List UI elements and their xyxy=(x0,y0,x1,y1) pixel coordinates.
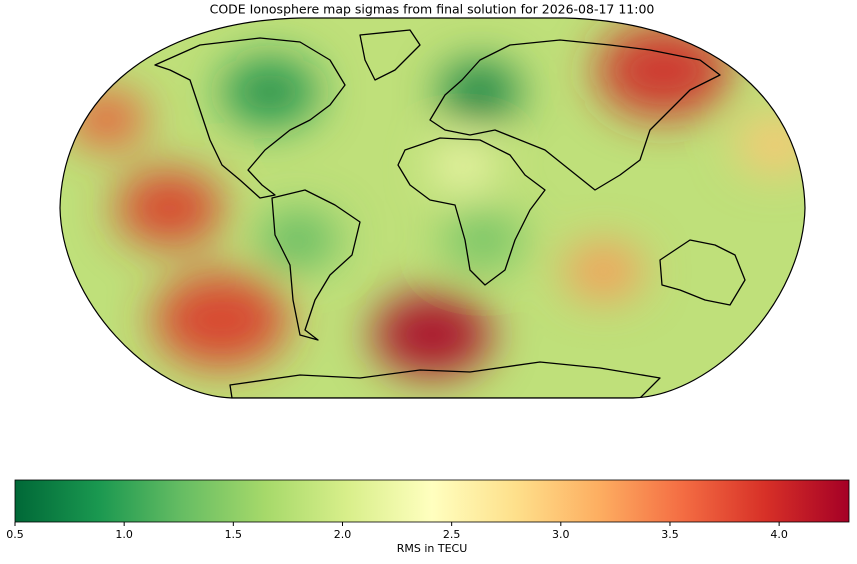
australia xyxy=(659,239,746,306)
field-hotspot xyxy=(221,57,319,127)
colorbar-tick-label: 3.5 xyxy=(661,528,679,541)
coastlines xyxy=(154,29,746,398)
africa xyxy=(397,137,546,286)
colorbar-tick-label: 2.5 xyxy=(443,528,461,541)
antarctica xyxy=(229,361,661,398)
greenland xyxy=(359,29,421,81)
colorbar-tick-label: 3.0 xyxy=(552,528,570,541)
south-america xyxy=(271,189,361,341)
field-hotspot xyxy=(596,23,731,119)
field-hotspot xyxy=(372,292,492,377)
field-hotspot xyxy=(430,142,495,189)
colorbar-tick-label: 2.0 xyxy=(334,528,352,541)
europe xyxy=(429,39,721,191)
field-hotspot xyxy=(258,211,339,269)
colorbar-label: RMS in TECU xyxy=(397,542,468,555)
colorbar-tick-label: 4.0 xyxy=(770,528,788,541)
field-hotspot xyxy=(563,242,644,300)
field-hotspot xyxy=(734,116,805,174)
field-hotspot xyxy=(115,170,224,246)
colorbar-tick-label: 0.5 xyxy=(6,528,24,541)
north-america xyxy=(154,37,346,199)
field-hotspot xyxy=(439,63,521,121)
colorbar-tick-label: 1.0 xyxy=(115,528,133,541)
field-hotspot xyxy=(443,211,524,269)
field-hotspot xyxy=(153,272,289,368)
colorbar xyxy=(14,479,850,523)
map-area xyxy=(60,18,805,398)
field-hotspot xyxy=(66,90,148,148)
colorbar-tick-label: 1.5 xyxy=(225,528,243,541)
map-title: CODE Ionosphere map sigmas from final so… xyxy=(210,2,655,17)
